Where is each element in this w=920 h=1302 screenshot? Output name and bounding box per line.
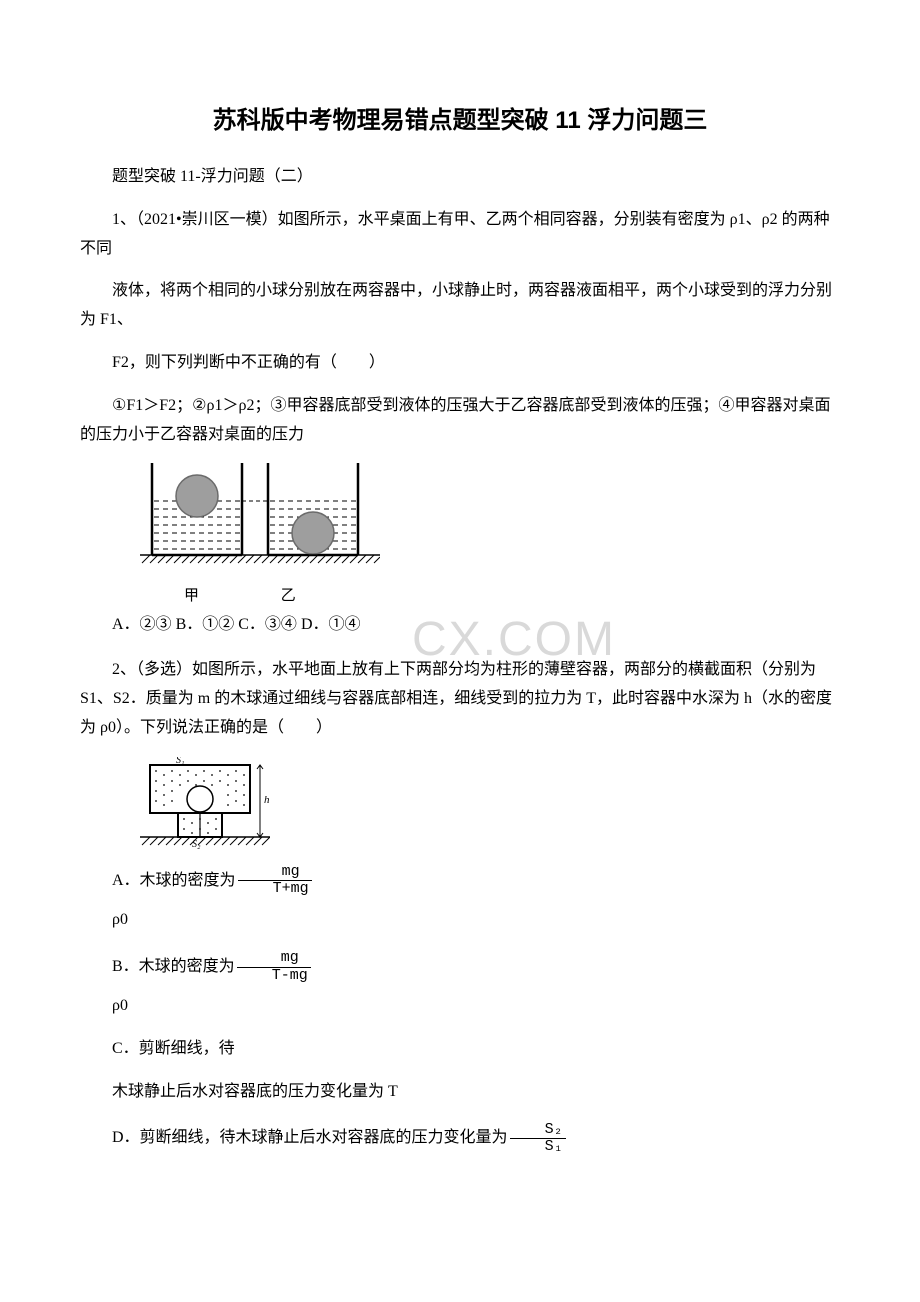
q2-opt-d-prefix: D．剪断细线，待木球静止后水对容器底的压力变化量为 <box>112 1129 508 1146</box>
q2-opt-a-frac: mgT+mg <box>238 864 312 898</box>
q2-opt-b: B．木球的密度为mgT-mg <box>80 949 840 984</box>
q1-stem-4: ①F1＞F2；②ρ1＞ρ2；③甲容器底部受到液体的压强大于乙容器底部受到液体的压… <box>80 392 840 450</box>
svg-text:h: h <box>264 794 270 806</box>
q1-stem-1: 1、（2021•崇川区一模）如图所示，水平桌面上有甲、乙两个相同容器，分别装有密… <box>80 206 840 264</box>
q1-stem-2: 液体，将两个相同的小球分别放在两容器中，小球静止时，两容器液面相平，两个小球受到… <box>80 277 840 335</box>
q1-options: A．②③ B．①② C．③④ D．①④ CX.COM <box>80 611 840 640</box>
q2-opt-d: D．剪断细线，待木球静止后水对容器底的压力变化量为S₂S₁ <box>80 1120 840 1155</box>
q1-figure-labels: 甲 乙 <box>140 584 840 605</box>
svg-text:S₂: S₂ <box>192 839 201 850</box>
q1-opt-c: C．③④ <box>238 616 297 633</box>
q2-opt-a: A．木球的密度为mgT+mg <box>80 863 840 898</box>
q1-opt-d: D．①④ <box>301 616 361 633</box>
q1-figure <box>140 463 840 578</box>
page-title: 苏科版中考物理易错点题型突破 11 浮力问题三 <box>80 100 840 135</box>
q2-stem-1: 2、（多选）如图所示，水平地面上放有上下两部分均为柱形的薄壁容器，两部分的横截面… <box>80 656 840 742</box>
q2-opt-b-prefix: B．木球的密度为 <box>112 958 235 975</box>
q2-opt-a-rho: ρ0 <box>80 906 840 935</box>
q2-figure: S₁ S₂ h <box>140 757 840 857</box>
q1-stem-3: F2，则下列判断中不正确的有（ ） <box>80 349 840 378</box>
subtitle: 题型突破 11-浮力问题（二） <box>80 163 840 192</box>
q1-opt-b: B．①② <box>176 616 235 633</box>
q1-fig-label-right: 乙 <box>281 588 296 604</box>
q2-opt-a-prefix: A．木球的密度为 <box>112 872 236 889</box>
q2-opt-c2: 木球静止后水对容器底的压力变化量为 T <box>80 1078 840 1107</box>
q1-fig-label-left: 甲 <box>184 588 199 604</box>
q1-opt-a: A．②③ <box>112 616 172 633</box>
q2-opt-b-frac: mgT-mg <box>237 950 311 984</box>
q2-opt-b-rho: ρ0 <box>80 992 840 1021</box>
svg-text:S₁: S₁ <box>176 757 184 766</box>
q2-opt-c: C．剪断细线，待 <box>80 1035 840 1064</box>
q2-opt-d-frac: S₂S₁ <box>510 1122 566 1156</box>
